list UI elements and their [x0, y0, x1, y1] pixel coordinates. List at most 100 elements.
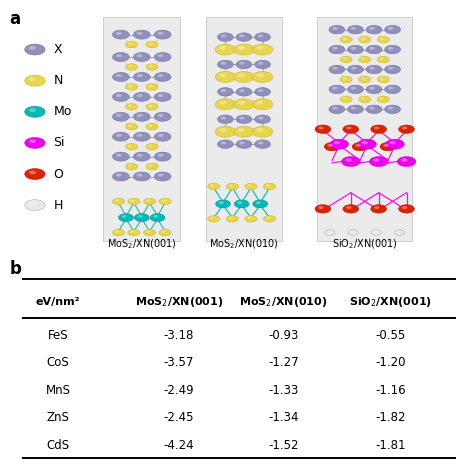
Circle shape: [219, 46, 227, 50]
Circle shape: [121, 215, 127, 218]
Circle shape: [340, 76, 352, 82]
Circle shape: [253, 200, 268, 208]
Circle shape: [238, 101, 245, 105]
Circle shape: [219, 101, 227, 105]
Circle shape: [402, 206, 407, 209]
Circle shape: [146, 124, 158, 130]
Circle shape: [334, 141, 340, 145]
Circle shape: [126, 164, 137, 170]
Circle shape: [397, 156, 416, 166]
Circle shape: [128, 65, 132, 67]
Circle shape: [374, 127, 380, 129]
Circle shape: [146, 230, 150, 233]
Circle shape: [155, 172, 171, 181]
Circle shape: [210, 217, 214, 219]
Text: X: X: [54, 43, 62, 56]
Circle shape: [366, 46, 382, 54]
Circle shape: [158, 134, 164, 137]
Circle shape: [234, 99, 254, 110]
Circle shape: [380, 142, 396, 151]
Circle shape: [148, 85, 153, 87]
Text: -0.93: -0.93: [268, 329, 299, 342]
Circle shape: [146, 164, 158, 170]
Text: Si: Si: [54, 137, 65, 149]
Circle shape: [266, 184, 270, 187]
Circle shape: [347, 65, 364, 73]
Circle shape: [258, 141, 264, 145]
Circle shape: [218, 140, 233, 148]
Circle shape: [234, 126, 254, 137]
Circle shape: [394, 230, 405, 235]
Circle shape: [351, 87, 356, 90]
Circle shape: [264, 216, 275, 222]
Circle shape: [25, 106, 45, 117]
Circle shape: [112, 198, 125, 205]
Circle shape: [388, 67, 393, 70]
Circle shape: [332, 87, 337, 90]
Circle shape: [377, 36, 389, 43]
Circle shape: [146, 83, 158, 90]
Circle shape: [112, 132, 129, 141]
Circle shape: [116, 94, 122, 97]
Circle shape: [25, 200, 45, 210]
Circle shape: [144, 229, 155, 236]
Circle shape: [234, 72, 254, 82]
Circle shape: [153, 215, 158, 218]
Circle shape: [366, 105, 382, 114]
Text: ZnS: ZnS: [47, 411, 70, 424]
Circle shape: [128, 145, 132, 147]
Text: MoS$_2$/XN(001): MoS$_2$/XN(001): [135, 294, 223, 309]
Circle shape: [158, 74, 164, 77]
Circle shape: [369, 107, 375, 109]
Text: -0.55: -0.55: [375, 329, 405, 342]
Circle shape: [399, 125, 414, 134]
Circle shape: [221, 117, 226, 119]
Text: CdS: CdS: [46, 438, 70, 452]
Circle shape: [327, 231, 330, 233]
Circle shape: [318, 127, 324, 129]
Circle shape: [343, 57, 347, 60]
Circle shape: [148, 125, 153, 127]
Circle shape: [346, 127, 352, 129]
Circle shape: [247, 184, 252, 187]
Circle shape: [350, 231, 354, 233]
Circle shape: [402, 127, 407, 129]
Circle shape: [332, 27, 337, 30]
Text: MoS$_2$/XN(001): MoS$_2$/XN(001): [107, 237, 177, 251]
Circle shape: [380, 37, 384, 40]
Circle shape: [340, 36, 352, 43]
Text: -1.82: -1.82: [375, 411, 406, 424]
Circle shape: [366, 85, 382, 93]
Circle shape: [361, 77, 365, 80]
Circle shape: [161, 230, 165, 233]
Circle shape: [386, 139, 404, 149]
Text: MoS$_2$/XN(010): MoS$_2$/XN(010): [209, 237, 279, 251]
Circle shape: [369, 87, 375, 90]
Circle shape: [351, 27, 356, 30]
Circle shape: [258, 117, 264, 119]
Circle shape: [332, 47, 337, 50]
Text: -4.24: -4.24: [164, 438, 194, 452]
Circle shape: [218, 33, 233, 41]
Circle shape: [137, 74, 143, 77]
Circle shape: [343, 97, 347, 100]
Circle shape: [385, 105, 401, 114]
Circle shape: [158, 173, 164, 177]
Circle shape: [218, 60, 233, 69]
Circle shape: [252, 72, 273, 82]
Circle shape: [315, 125, 331, 134]
Circle shape: [371, 125, 387, 134]
Circle shape: [385, 46, 401, 54]
Circle shape: [216, 200, 230, 208]
Circle shape: [266, 217, 270, 219]
Circle shape: [373, 158, 380, 162]
Circle shape: [25, 44, 45, 55]
Circle shape: [397, 231, 400, 233]
Circle shape: [159, 198, 171, 205]
Bar: [317, 17, 412, 241]
Circle shape: [345, 158, 352, 162]
Circle shape: [126, 144, 137, 150]
Circle shape: [126, 83, 137, 90]
Circle shape: [116, 54, 122, 57]
Circle shape: [128, 125, 132, 127]
